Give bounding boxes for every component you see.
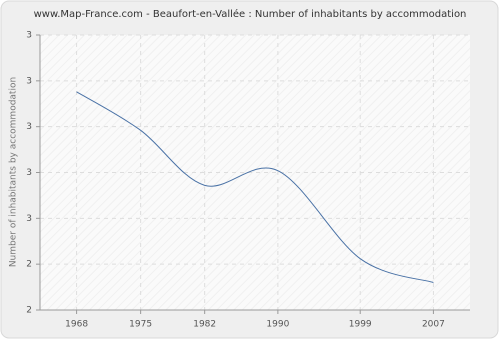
x-tick-label: 1990 [266, 320, 289, 330]
y-tick-label: 3 [26, 76, 32, 86]
y-tick-label: 3 [26, 168, 32, 178]
chart-title: www.Map-France.com - Beaufort-en-Vallée … [34, 8, 467, 20]
x-tick-label: 1982 [193, 320, 216, 330]
x-tick-label: 1968 [65, 320, 88, 330]
y-tick-label: 2 [26, 260, 32, 270]
y-tick-label: 2 [26, 306, 32, 316]
x-tick-label: 2007 [422, 320, 445, 330]
y-tick-label: 3 [26, 122, 32, 132]
y-axis-label: Number of inhabitants by accommodation [9, 77, 19, 267]
y-tick-label: 3 [26, 31, 32, 41]
plot-area [40, 35, 470, 310]
x-tick-label: 1975 [129, 320, 152, 330]
x-tick-label: 1999 [349, 320, 372, 330]
data-line [76, 91, 434, 283]
y-tick-label: 3 [26, 214, 32, 224]
